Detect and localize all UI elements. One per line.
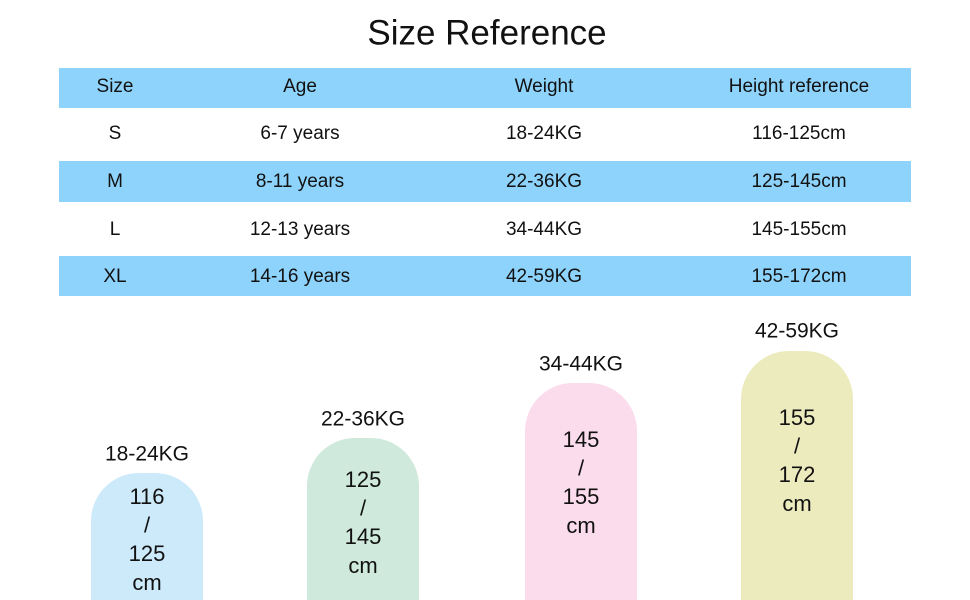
table-cell: L: [110, 219, 121, 240]
size-bar: [525, 383, 637, 600]
height-text: 125: [129, 541, 166, 566]
size-bar: [307, 438, 419, 600]
height-text: 145: [563, 427, 600, 452]
table-cell: 8-11 years: [256, 171, 344, 192]
weight-label: 42-59KG: [755, 320, 839, 343]
height-text: 145: [345, 524, 382, 549]
weight-label: 22-36KG: [321, 408, 405, 431]
height-text: 155: [779, 405, 816, 430]
size-bar: [741, 351, 853, 600]
row-band: [59, 68, 911, 108]
height-text: 116: [129, 484, 164, 509]
table-cell: 6-7 years: [260, 123, 339, 144]
table-cell: 14-16 years: [250, 266, 350, 287]
column-header: Weight: [515, 76, 575, 97]
table-cell: 125-145cm: [751, 171, 846, 192]
table-cell: 22-36KG: [506, 171, 582, 192]
row-band: [59, 256, 911, 296]
height-text: 172: [779, 462, 816, 487]
table-cell: 34-44KG: [506, 219, 582, 240]
row-band: [59, 161, 911, 202]
size-bar: [91, 473, 203, 600]
height-text: /: [794, 434, 801, 459]
height-text: cm: [566, 513, 595, 538]
weight-label: 34-44KG: [539, 353, 623, 376]
weight-label: 18-24KG: [105, 443, 189, 466]
table-cell: S: [109, 123, 122, 144]
height-text: 155: [563, 484, 600, 509]
table-cell: 42-59KG: [506, 266, 582, 287]
table-cell: 18-24KG: [506, 123, 582, 144]
height-text: cm: [782, 491, 811, 516]
height-text: /: [578, 456, 585, 481]
table-cell: 145-155cm: [751, 219, 846, 240]
column-header: Size: [97, 76, 134, 97]
table-cell: 12-13 years: [250, 219, 350, 240]
table-cell: 155-172cm: [751, 266, 846, 287]
table-cell: XL: [103, 266, 126, 287]
column-header: Height reference: [729, 76, 869, 97]
height-text: /: [144, 513, 151, 538]
column-header: Age: [283, 76, 317, 97]
height-text: cm: [132, 570, 161, 595]
table-cell: 116-125cm: [752, 123, 846, 144]
table-cell: M: [107, 171, 123, 192]
height-text: 125: [345, 467, 382, 492]
height-text: /: [360, 496, 367, 521]
height-text: cm: [348, 553, 377, 578]
title: Size Reference: [367, 13, 606, 52]
